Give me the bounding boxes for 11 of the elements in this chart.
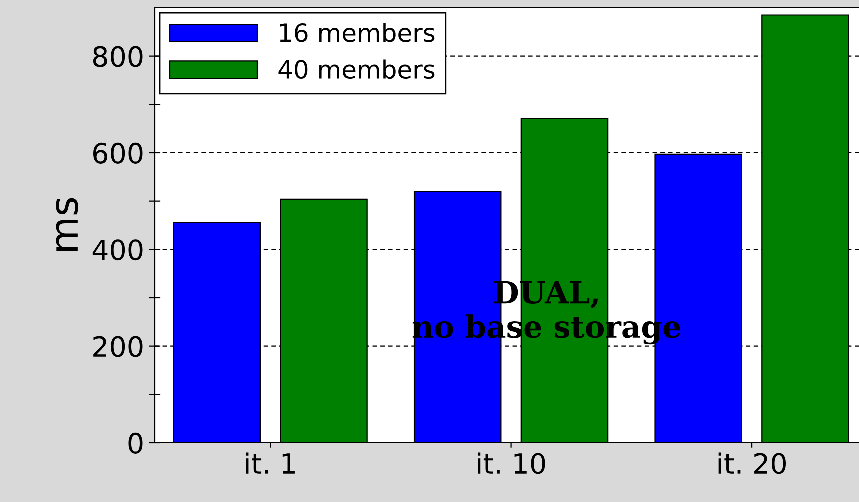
x-tick-label: it. 10 — [478, 452, 546, 474]
x-tick-label: it. 1 — [246, 452, 295, 474]
legend-label: 16 members — [280, 23, 435, 42]
y-axis-title: ms — [56, 198, 78, 252]
x-tick-label: it. 20 — [718, 452, 786, 474]
legend-label: 40 members — [278, 60, 435, 80]
y-tick-label: 200 — [94, 336, 143, 358]
y-tick-label: 0 — [128, 432, 143, 454]
y-tick-label: 400 — [92, 240, 143, 261]
y-tick-label: 800 — [93, 46, 143, 68]
y-tick-label: 600 — [94, 142, 143, 164]
